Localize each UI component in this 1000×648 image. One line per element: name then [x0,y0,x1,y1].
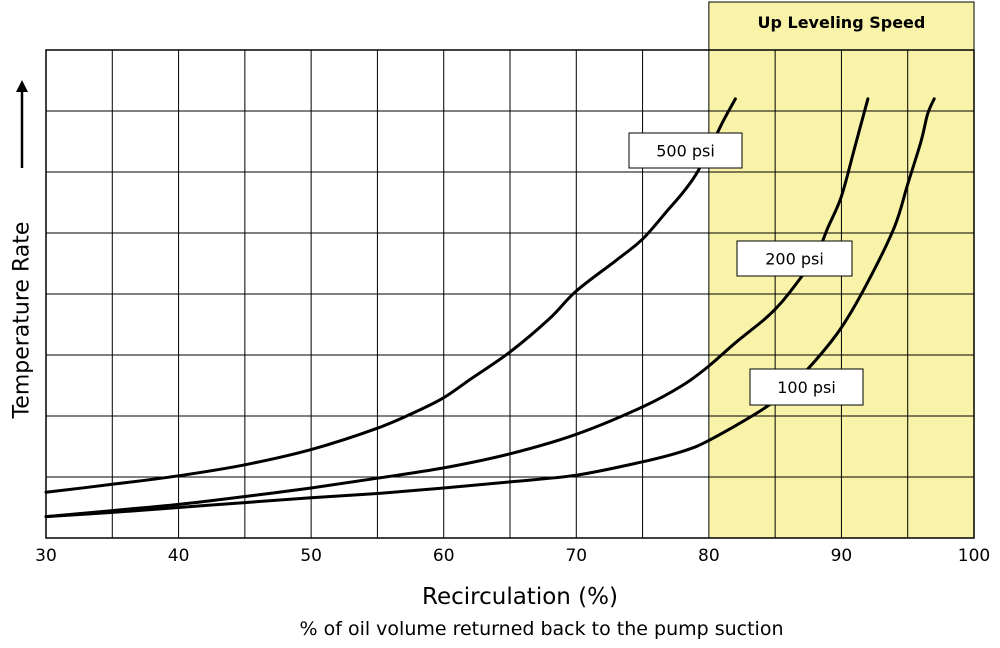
series-label-2: 100 psi [749,368,864,406]
series-label-text: 500 psi [656,142,715,161]
band-title: Up Leveling Speed [757,13,925,32]
x-tick-label: 80 [698,546,720,566]
x-tick-label: 70 [565,546,587,566]
x-tick-label: 40 [168,546,190,566]
x-axis-ticks: 30 40 50 60 70 80 90 100 [35,546,990,566]
x-tick-label: 90 [831,546,853,566]
y-axis-arrow-icon [16,80,28,168]
series-label-box [749,368,864,406]
x-axis-sublabel: % of oil volume returned back to the pum… [299,618,784,640]
series-label-text: 200 psi [765,250,824,269]
x-tick-label: 60 [433,546,455,566]
x-tick-label: 50 [300,546,322,566]
series-label-1: 200 psi [736,240,853,277]
series-line-2 [44,97,936,519]
series-line-0 [44,97,737,494]
y-axis-label: Temperature Rate [9,221,35,419]
x-tick-label: 100 [958,546,990,566]
series-labels: 500 psi 200 psi 100 psi [628,132,864,406]
series-label-box [736,240,853,277]
x-axis-label: Recirculation (%) [422,584,618,610]
series-label-text: 100 psi [777,378,836,397]
x-tick-label: 30 [35,546,57,566]
series-label-0: 500 psi [628,132,743,169]
series-label-box [628,132,743,169]
highlight-band-header [708,1,975,51]
plot-border [45,49,975,539]
